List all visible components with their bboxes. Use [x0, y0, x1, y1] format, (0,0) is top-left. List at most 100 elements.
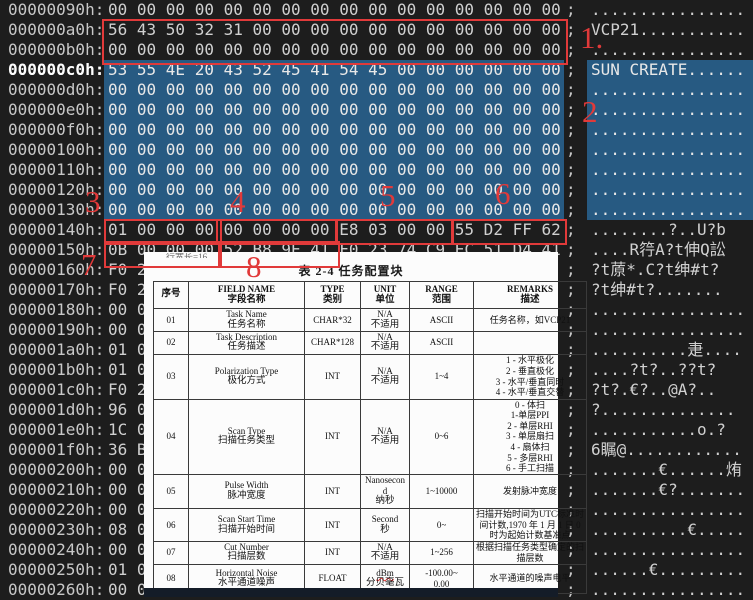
row-ascii[interactable]: ................	[591, 500, 746, 519]
selection-highlight-ascii	[587, 60, 753, 220]
row-ascii[interactable]: ................	[591, 140, 746, 159]
row-bytes[interactable]: 00 0	[108, 300, 147, 319]
row-address: 000000c0h:	[8, 60, 105, 79]
hex-row: 00000120h: 00 00 00 00 00 00 00 00 00 00 …	[0, 180, 753, 200]
row-bytes[interactable]: 01 00 00 00 00 00 00 00 E8 03 00 00 55 D…	[108, 220, 561, 239]
row-address: 000001b0h:	[8, 360, 105, 379]
row-address: 000001a0h:	[8, 340, 105, 359]
row-bytes[interactable]: 96 0	[108, 400, 147, 419]
row-bytes[interactable]: 00 00 00 00 00 00 00 00 00 00 00 00 00 0…	[108, 180, 561, 199]
row-ascii[interactable]: ?t绅#t?.......	[591, 280, 723, 299]
row-ascii[interactable]: ?..............	[591, 400, 736, 419]
annotation-box-5	[335, 219, 454, 245]
row-ascii[interactable]: ................	[591, 180, 746, 199]
row-address: 000001f0h:	[8, 440, 105, 459]
row-ascii[interactable]: ................	[591, 300, 746, 319]
table-row: 04 Scan Type 扫描任务类型 INT N/A 不适用 0~6 0 - 体扫 1-单层…	[153, 398, 587, 475]
annotation-box-3	[104, 219, 222, 245]
table-header-cell: RANGE 范围	[409, 281, 474, 309]
row-address: 00000090h:	[8, 0, 105, 19]
row-bytes[interactable]: 00 0	[108, 320, 147, 339]
row-bytes[interactable]: 00 00 00 00 00 00 00 00 00 00 00 00 00 0…	[108, 200, 561, 219]
row-address: 000001c0h:	[8, 380, 105, 399]
row-bytes[interactable]: 00 0	[108, 460, 147, 479]
row-bytes[interactable]: 00 00 00 00 00 00 00 00 00 00 00 00 00 0…	[108, 140, 561, 159]
row-ascii[interactable]: ....R筕A?t伸Q訟	[591, 240, 726, 259]
table-cell: INT	[304, 353, 361, 400]
table-cell: 水平通道的噪声电平	[473, 563, 587, 594]
row-bytes[interactable]: 00 00 00 00 00 00 00 00 00 00 00 00 00 0…	[108, 160, 561, 179]
row-separator: ;	[566, 80, 576, 99]
table-cell: 0 - 体扫 1-单层PPI 2 - 单层RHI 3 - 单层扇扫 4 - 扇体…	[473, 398, 587, 475]
table-cell: 任务名称，如VCP21	[473, 308, 587, 332]
annotation-label-8: 8	[246, 249, 262, 284]
row-ascii[interactable]: ?t?.€?..@A?..	[591, 380, 717, 399]
row-bytes[interactable]: 00 0	[108, 480, 147, 499]
hex-row: 00000140h: 01 00 00 00 00 00 00 00 E8 03 …	[0, 220, 753, 240]
row-bytes[interactable]: 00 00 00 00 00 00 00 00 00 00 00 00 00 0…	[108, 120, 561, 139]
row-bytes[interactable]: 00 0	[108, 540, 147, 559]
row-ascii[interactable]: ........?..U?b	[591, 220, 726, 239]
row-address: 00000190h:	[8, 320, 105, 339]
row-ascii[interactable]: 6瞩@............	[591, 440, 742, 459]
row-address: 000001e0h:	[8, 420, 105, 439]
row-ascii[interactable]: ................	[591, 540, 746, 559]
row-bytes[interactable]: 00 00 00 00 00 00 00 00 00 00 00 00 00 0…	[108, 80, 561, 99]
row-bytes[interactable]: 00 00 00 00 00 00 00 00 00 00 00 00 00 0…	[108, 0, 561, 19]
row-bytes[interactable]: 00 00 00 00 00 00 00 00 00 00 00 00 00 0…	[108, 100, 561, 119]
row-ascii[interactable]: .......€?.......	[591, 480, 746, 499]
row-ascii[interactable]: ................	[591, 0, 746, 19]
hex-row: 000001e0h: 1C 0; ...........o.?	[0, 420, 753, 440]
row-bytes[interactable]: 56 43 50 32 31 00 00 00 00 00 00 00 00 0…	[108, 20, 561, 39]
row-bytes[interactable]: 01 0	[108, 340, 147, 359]
table-cell: Pulse Width 脉冲宽度	[188, 473, 305, 509]
row-ascii[interactable]: SUN CREATE......	[591, 60, 746, 79]
row-ascii[interactable]: ................	[591, 320, 746, 339]
row-separator: ;	[566, 200, 576, 219]
row-bytes[interactable]: 01 0	[108, 360, 147, 379]
row-ascii[interactable]: ................	[591, 100, 746, 119]
row-bytes[interactable]: 36 B	[108, 440, 147, 459]
row-ascii[interactable]: ................	[591, 200, 746, 219]
row-ascii[interactable]: ?t蒝*.C?t绅#t?	[591, 260, 720, 279]
hex-row: 000001d0h: 96 0;?..............	[0, 400, 753, 420]
table-cell: Scan Start Time 扫描开始时间	[188, 507, 305, 542]
hex-row: 000000f0h: 00 00 00 00 00 00 00 00 00 00 …	[0, 120, 753, 140]
row-ascii[interactable]: .......€......烠	[591, 460, 742, 479]
row-ascii[interactable]: ................	[591, 120, 746, 139]
row-ascii[interactable]: ................	[591, 40, 746, 59]
row-ascii[interactable]: ................	[591, 160, 746, 179]
row-ascii[interactable]: ...........o.?	[591, 420, 726, 439]
table-cell: 0~6	[409, 398, 474, 475]
row-bytes[interactable]: F0 2	[108, 280, 147, 299]
row-address: 00000210h:	[8, 480, 105, 499]
row-ascii[interactable]: VCP21...........	[591, 20, 746, 39]
row-bytes[interactable]: 08 0	[108, 520, 147, 539]
row-bytes[interactable]: F0 2	[108, 260, 147, 279]
row-bytes[interactable]: 1C 0	[108, 420, 147, 439]
row-bytes[interactable]: 00 0	[108, 500, 147, 519]
row-bytes[interactable]: F0 2	[108, 380, 147, 399]
row-bytes[interactable]: 00 00 00 00 00 00 00 00 00 00 00 00 00 0…	[108, 40, 561, 59]
row-ascii[interactable]: ..........€.....	[591, 520, 746, 539]
hex-row: 00000110h: 00 00 00 00 00 00 00 00 00 00 …	[0, 160, 753, 180]
row-ascii[interactable]: ....?t?..??t?	[591, 360, 717, 379]
row-ascii[interactable]: ......€.........	[591, 560, 746, 579]
table-row: 03 Polarization Type 极化方式 INT N/A 不适用 1~4 1 - 水…	[153, 353, 587, 400]
row-address: 000000e0h:	[8, 100, 105, 119]
row-ascii[interactable]: ..........疌....	[591, 340, 742, 359]
row-ascii[interactable]: ................	[591, 580, 746, 599]
hex-row: 00000100h: 00 00 00 00 00 00 00 00 00 00 …	[0, 140, 753, 160]
table-cell: dBm 分贝毫瓦	[360, 563, 410, 594]
row-ascii[interactable]: ................	[591, 80, 746, 99]
row-bytes[interactable]: 00 0	[108, 580, 147, 599]
row-address: 00000130h:	[8, 200, 105, 219]
table-cell: N/A 不适用	[360, 330, 410, 355]
row-separator: ;	[566, 120, 576, 139]
row-separator: ;	[566, 20, 576, 39]
table-row: 06 Scan Start Time 扫描开始时间 INT Second 秒 0~ 扫描开始时…	[153, 507, 587, 542]
table-cell: 扫描开始时间为UTC标准时间计数,1970 年 1 月 1 日 0 时为起始计数…	[473, 507, 587, 542]
row-bytes[interactable]: 01 0	[108, 560, 147, 579]
hex-row: 00000160h: F0 2; ?t蒝*.C?t绅#t?	[0, 260, 753, 280]
table-cell: Horizontal Noise 水平通道噪声	[188, 563, 305, 594]
